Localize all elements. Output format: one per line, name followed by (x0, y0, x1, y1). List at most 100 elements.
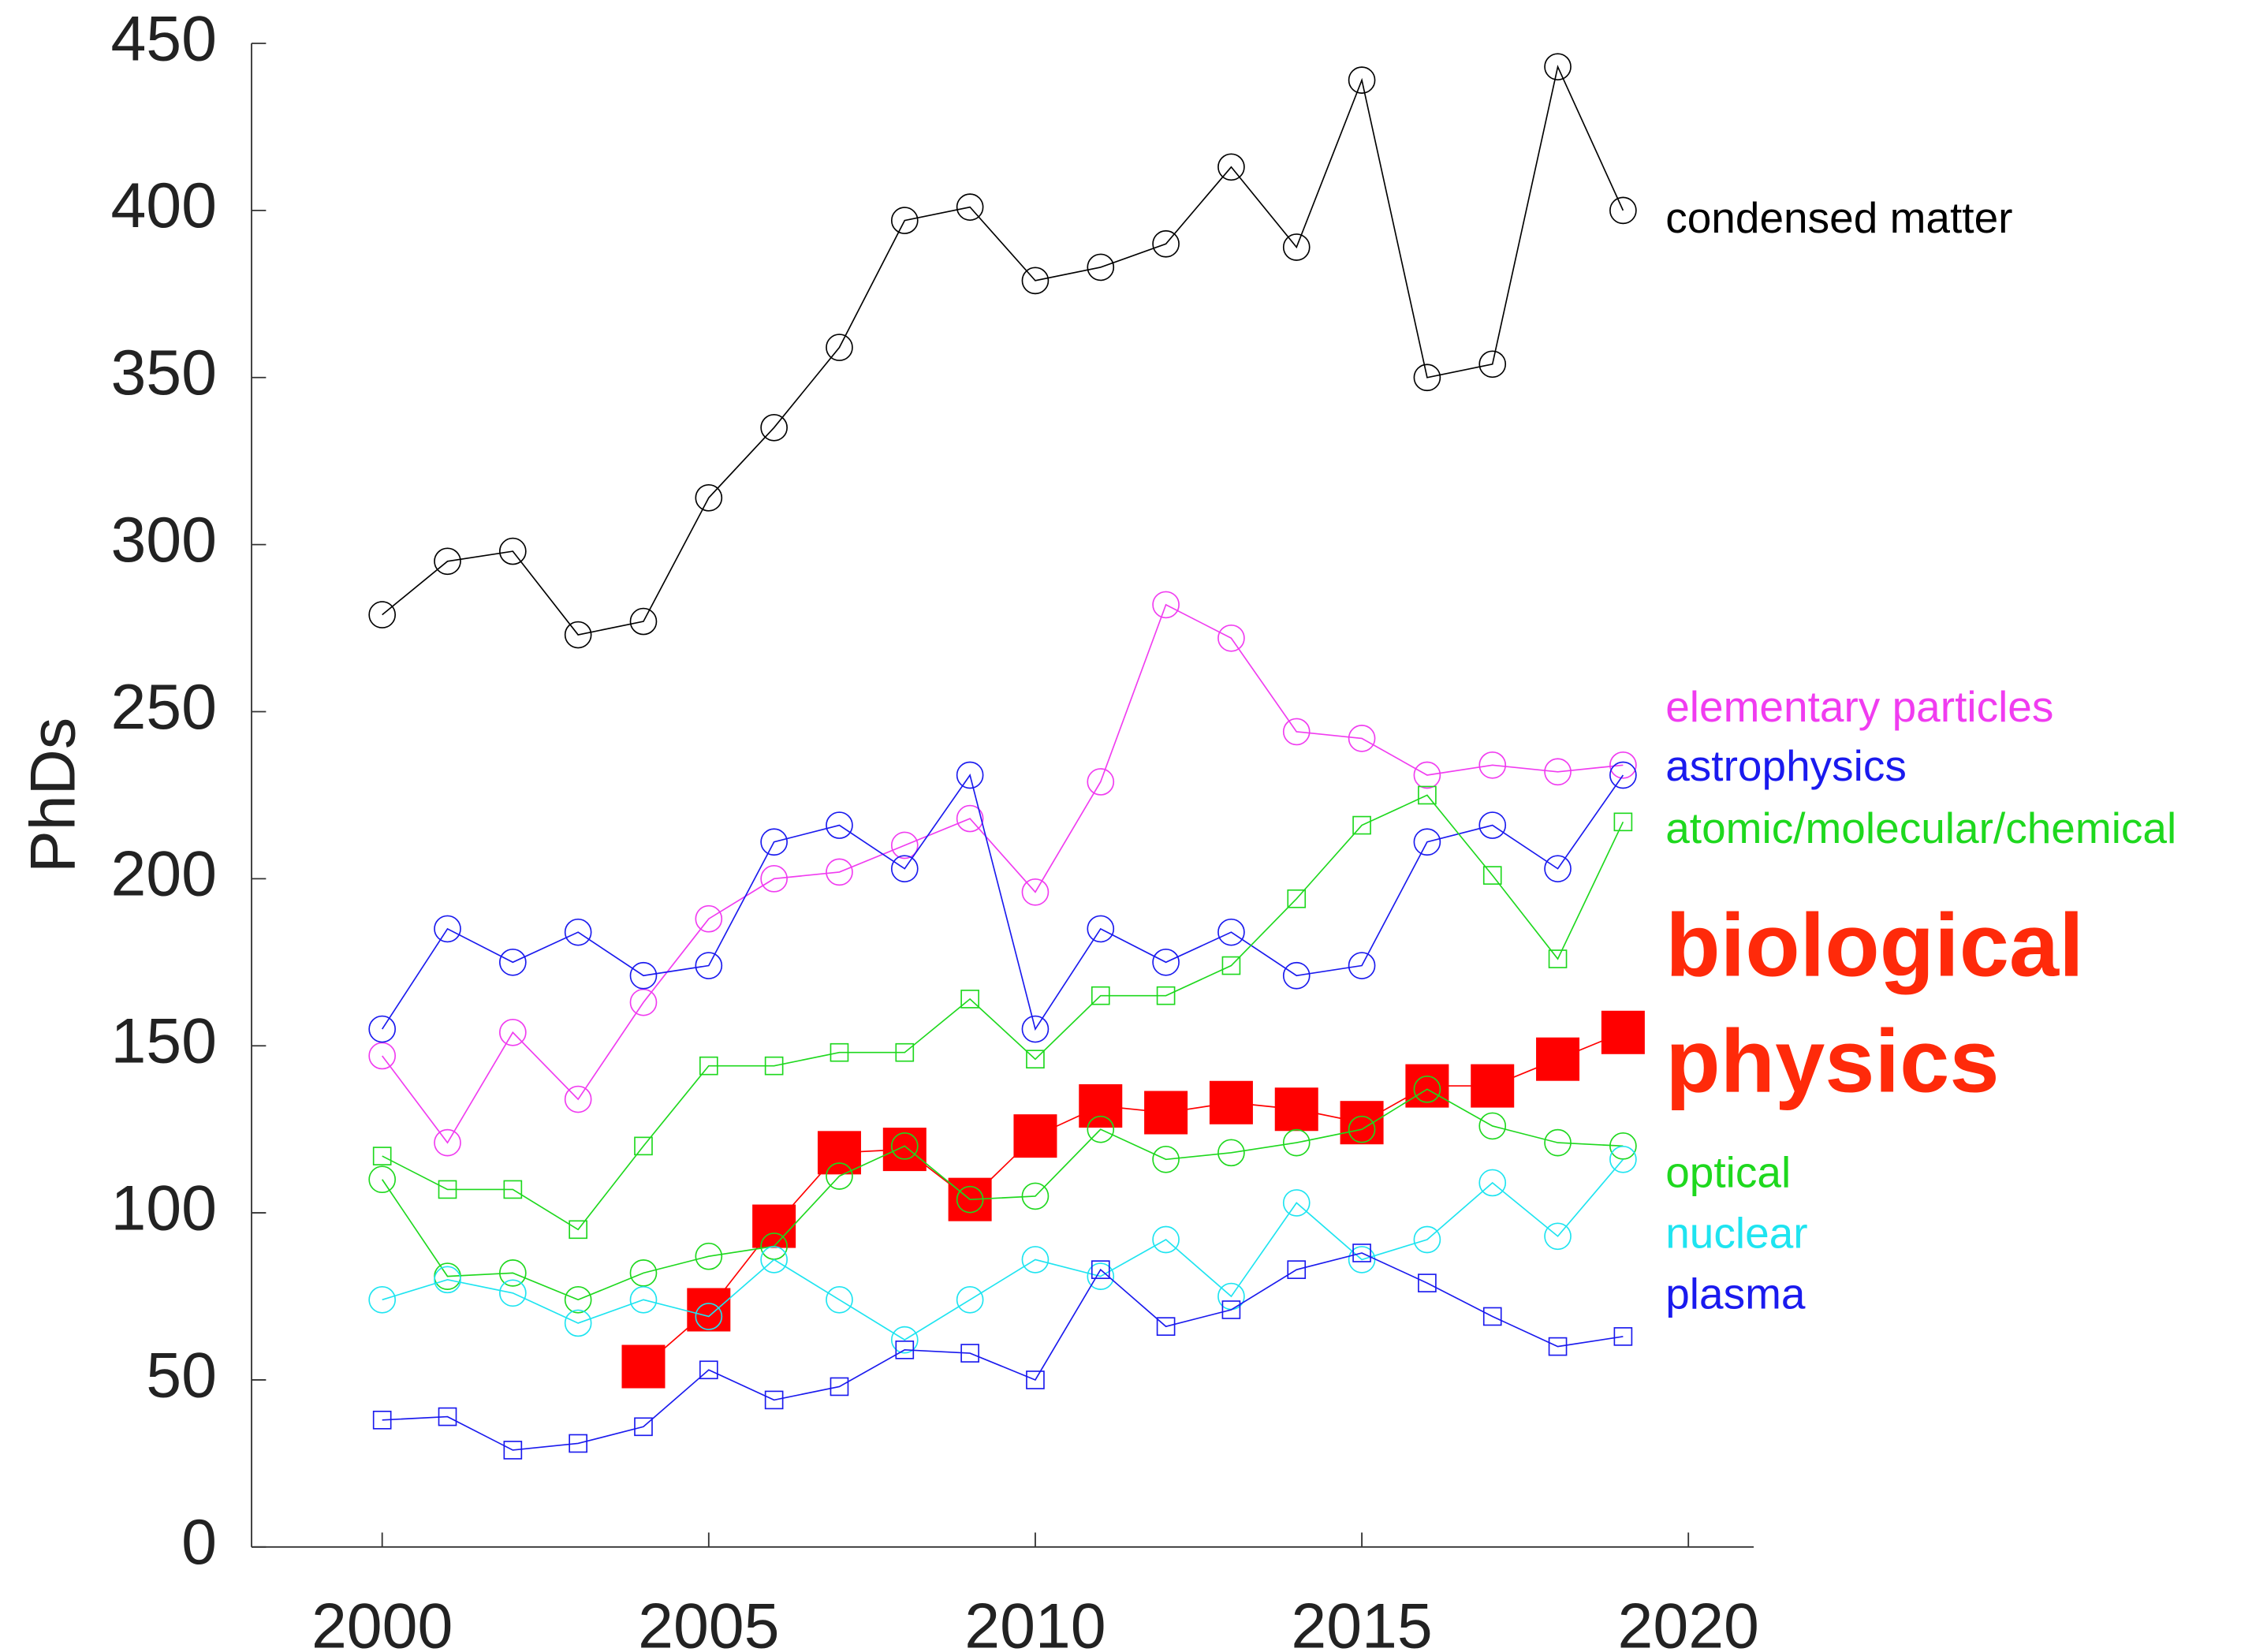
marker (1209, 1080, 1253, 1124)
marker (890, 1132, 919, 1160)
marker (1536, 1037, 1580, 1081)
y-tick-label: 350 (110, 337, 217, 408)
marker (1274, 1087, 1318, 1132)
marker (499, 1279, 527, 1307)
marker (1156, 1317, 1176, 1337)
marker (1156, 986, 1176, 1005)
marker (1287, 889, 1307, 908)
marker (1348, 952, 1376, 979)
x-tick-label: 2010 (964, 1591, 1106, 1651)
marker (826, 858, 853, 886)
marker (368, 1165, 397, 1194)
marker (1478, 1169, 1507, 1197)
marker (368, 1285, 397, 1314)
marker (564, 1085, 592, 1113)
marker (368, 1015, 397, 1043)
marker (1021, 1015, 1050, 1043)
marker (1340, 1101, 1384, 1145)
marker (1152, 1225, 1180, 1254)
y-tick-label: 250 (110, 672, 217, 743)
marker (1482, 866, 1502, 885)
marker (634, 1136, 653, 1156)
marker (1413, 828, 1441, 856)
marker (629, 988, 658, 1016)
marker (1601, 1010, 1645, 1054)
marker (1144, 1091, 1188, 1135)
marker (1478, 1112, 1507, 1140)
marker (687, 1288, 731, 1332)
marker (1413, 1075, 1441, 1103)
marker (956, 193, 984, 221)
marker (890, 1326, 919, 1354)
marker (1613, 812, 1633, 832)
marker (1087, 253, 1115, 282)
marker (434, 915, 461, 943)
series (372, 785, 1633, 1240)
marker (434, 547, 461, 576)
marker (372, 1147, 392, 1165)
marker (1471, 1064, 1515, 1108)
marker (1613, 1327, 1633, 1346)
x-tick-label: 2015 (1291, 1591, 1432, 1651)
marker (1548, 949, 1568, 968)
marker (1091, 986, 1110, 1005)
series (368, 761, 1637, 1043)
marker (1282, 718, 1311, 746)
marker (564, 1285, 592, 1314)
marker (629, 961, 658, 990)
series-line (381, 774, 1624, 1031)
y-tick-label: 450 (110, 3, 217, 74)
marker (1087, 768, 1115, 796)
marker (564, 1309, 592, 1337)
marker (1405, 1064, 1449, 1108)
series-line (382, 65, 1624, 636)
marker (1544, 758, 1572, 786)
marker (1478, 811, 1507, 839)
marker (1287, 1260, 1307, 1279)
marker (1609, 751, 1637, 779)
marker (760, 865, 788, 893)
marker (1021, 267, 1050, 295)
marker (503, 1441, 523, 1460)
marker (830, 1377, 849, 1397)
marker (503, 1180, 523, 1199)
marker (621, 1344, 666, 1389)
marker (1021, 1182, 1050, 1210)
marker (438, 1180, 457, 1199)
marker (1152, 948, 1180, 976)
marker (1609, 761, 1637, 789)
marker (695, 1303, 723, 1330)
marker (499, 537, 527, 565)
series-label: elementary particles (1665, 684, 2054, 732)
marker (1026, 1050, 1045, 1069)
marker (564, 621, 592, 649)
marker (1348, 66, 1376, 94)
marker (895, 1042, 915, 1062)
marker (764, 1390, 784, 1410)
marker (629, 1259, 658, 1287)
marker (1544, 1128, 1572, 1157)
marker (1013, 1114, 1057, 1158)
marker (569, 1434, 587, 1453)
marker (434, 1128, 461, 1157)
marker (1352, 1244, 1371, 1262)
series (368, 1075, 1637, 1314)
marker (699, 1360, 718, 1380)
marker (499, 1018, 527, 1046)
marker (1482, 1307, 1502, 1326)
marker (890, 207, 919, 234)
marker (960, 1344, 979, 1363)
marker (752, 1204, 796, 1248)
marker (764, 1056, 784, 1076)
marker (830, 1042, 849, 1062)
marker (895, 1341, 915, 1359)
series (372, 1244, 1633, 1460)
marker (629, 607, 658, 636)
series (368, 53, 1637, 649)
marker (760, 1246, 788, 1273)
marker (956, 1185, 984, 1214)
series-line (381, 1088, 1624, 1301)
marker (368, 1042, 397, 1070)
